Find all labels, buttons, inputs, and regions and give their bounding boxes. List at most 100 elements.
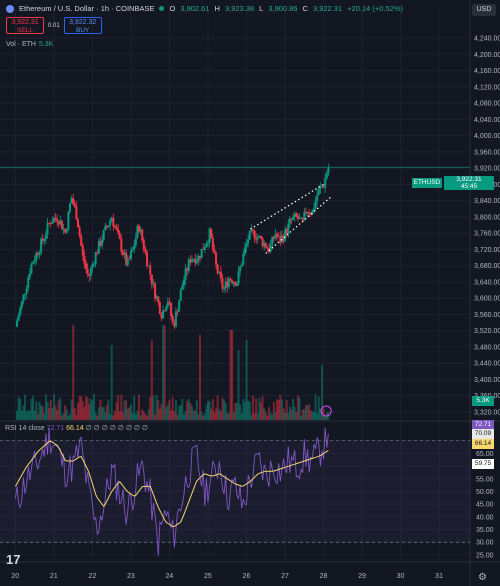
rsi-ma-value-tag: 66.14 xyxy=(472,439,494,449)
close-value: 3,922.31 xyxy=(312,4,343,13)
volume-bar xyxy=(174,399,177,420)
candle-body xyxy=(154,283,157,299)
volume-bar xyxy=(263,408,266,420)
volume-bar xyxy=(280,399,283,420)
candle-body xyxy=(60,220,63,230)
candle-body xyxy=(290,218,293,220)
volume-bar xyxy=(311,411,314,420)
candle-body xyxy=(36,252,39,255)
volume-bar xyxy=(253,413,256,420)
rsi-legend[interactable]: RSI 14 close 72.71 66.14 ∅ ∅ ∅ ∅ ∅ ∅ ∅ ∅ xyxy=(5,424,148,432)
volume-bar xyxy=(213,412,216,420)
candle-body xyxy=(136,225,139,238)
volume-bar xyxy=(173,411,176,420)
candle-body xyxy=(129,251,132,259)
symbol-title[interactable]: Ethereum / U.S. Dollar · 1h · COINBASE xyxy=(19,4,155,13)
candle-body xyxy=(118,232,121,239)
sell-button[interactable]: 3,922.31 SELL xyxy=(6,17,44,34)
candle-body xyxy=(117,229,120,233)
candle-body xyxy=(296,215,299,219)
volume-bar xyxy=(298,397,301,420)
volume-bar xyxy=(104,412,107,420)
last-price-tag: 3,922.31 45:45 xyxy=(444,176,494,190)
candle-body xyxy=(308,212,311,214)
volume-bar xyxy=(256,413,259,420)
candle-body xyxy=(199,255,202,259)
candle-body xyxy=(285,229,288,234)
volume-bar xyxy=(170,410,173,420)
candle-body xyxy=(271,236,274,245)
volume-bar xyxy=(239,404,242,420)
candle-body xyxy=(54,217,57,219)
candle-body xyxy=(109,220,112,226)
candle-body xyxy=(33,260,36,263)
volume-bar xyxy=(91,400,94,420)
candle-body xyxy=(56,218,59,222)
price-tick-label: 4,200.00 xyxy=(474,52,500,59)
candle-body xyxy=(107,225,110,228)
candle-body xyxy=(277,236,280,238)
buy-price: 3,922.32 xyxy=(69,19,97,26)
candle-body xyxy=(247,239,250,244)
candle-body xyxy=(292,217,295,220)
candle-body xyxy=(28,273,31,278)
volume-bar xyxy=(115,402,118,420)
volume-bar xyxy=(189,403,192,420)
volume-bar xyxy=(28,410,31,420)
candle-body xyxy=(227,278,230,288)
volume-bar xyxy=(261,396,264,420)
candle-body xyxy=(80,235,83,246)
candle-body xyxy=(242,253,245,265)
candle-body xyxy=(226,281,229,288)
close-label: C xyxy=(302,4,308,13)
rsi-value-tag: 72.71 xyxy=(472,420,494,430)
rsi-line xyxy=(14,427,329,556)
volume-bar xyxy=(202,415,205,420)
currency-selector[interactable]: USD xyxy=(472,4,496,16)
volume-bar xyxy=(85,395,88,420)
candle-body xyxy=(245,243,248,248)
time-tick-label: 25 xyxy=(204,573,212,580)
open-label: O xyxy=(169,4,176,13)
price-tick-label: 3,320.00 xyxy=(474,409,500,416)
candle-body xyxy=(112,217,115,227)
candle-body xyxy=(30,263,33,274)
volume-bar xyxy=(120,394,123,420)
candle-body xyxy=(51,222,54,224)
volume-bar xyxy=(57,400,60,420)
price-tick-label: 3,440.00 xyxy=(474,361,500,368)
volume-bar xyxy=(149,396,152,420)
candle-body xyxy=(88,273,91,277)
volume-bar xyxy=(51,408,54,420)
candle-body xyxy=(32,262,35,264)
tradingview-logo[interactable]: 17 xyxy=(6,552,21,567)
time-tick-label: 26 xyxy=(243,573,251,580)
candle-body xyxy=(215,253,218,265)
trade-buttons: 3,922.31 SELL 0.01 3,922.32 BUY xyxy=(6,17,102,34)
buy-button[interactable]: 3,922.32 BUY xyxy=(63,17,102,34)
volume-bar xyxy=(65,409,68,420)
candle-body xyxy=(253,230,256,239)
volume-bar xyxy=(178,406,181,420)
volume-bar xyxy=(78,396,81,420)
candle-body xyxy=(229,278,232,281)
candle-body xyxy=(170,303,173,316)
volume-bar xyxy=(59,397,62,420)
gear-icon[interactable]: ⚙ xyxy=(478,572,487,583)
candle-body xyxy=(221,278,224,289)
volume-bar xyxy=(73,408,76,420)
price-tick-label: 3,800.00 xyxy=(474,214,500,221)
volume-bar xyxy=(215,408,218,420)
candle-body xyxy=(293,213,296,218)
volume-legend[interactable]: Vol · ETH 5.3K xyxy=(6,41,53,48)
volume-bar xyxy=(157,400,160,420)
price-tick-label: 3,960.00 xyxy=(474,149,500,156)
price-tick-label: 3,400.00 xyxy=(474,377,500,384)
volume-bar xyxy=(266,415,269,420)
candle-body xyxy=(240,264,243,267)
candle-body xyxy=(142,240,145,250)
volume-bar xyxy=(96,415,99,420)
candle-body xyxy=(295,213,298,216)
candle-body xyxy=(316,195,319,201)
